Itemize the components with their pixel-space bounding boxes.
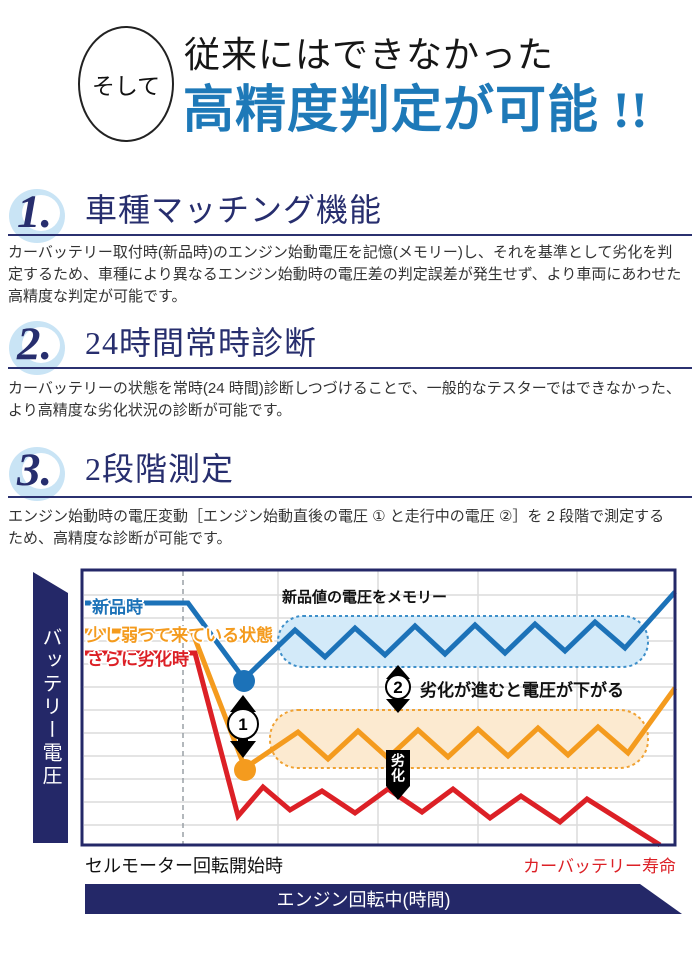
battery-life-end-label: カーバッテリー寿命 [523, 857, 676, 876]
section2-number-circle [9, 321, 65, 375]
deterioration-label: 劣化 [386, 750, 410, 786]
section3-rule [8, 496, 692, 498]
section2-body-line2: より高精度な劣化状況の診断が可能です。 [8, 402, 292, 419]
section1-body-line3: 高精度な判定が可能です。 [8, 288, 187, 305]
section2-body-line1: カーバッテリーの状態を常時(24 時間)診断しつづけることで、一般的なテスターで… [8, 380, 681, 397]
x-axis-bar [85, 884, 682, 914]
marker-1-circle [227, 708, 259, 740]
section1-number: 1. [17, 186, 53, 238]
deterioration-arrowhead [386, 786, 410, 800]
section2-number: 2. [17, 318, 53, 370]
section3-body-line2: ため、高精度な診断が可能です。 [8, 530, 232, 547]
new-voltage-band [277, 615, 649, 668]
series-line [85, 650, 662, 848]
annotation2-text: 劣化が進むと電圧が下がる [420, 681, 624, 700]
section3-number: 3. [17, 444, 53, 496]
section3-number-circle [9, 447, 65, 501]
section3-body-line1: エンジン始動時の電圧変動［エンジン始動直後の電圧 ① と走行中の電圧 ②］を 2… [8, 508, 665, 525]
chart-canvas: 12 [33, 568, 682, 914]
hero-title-line1: 従来にはできなかった [184, 35, 555, 75]
legend-deteriorated: さらに劣化時 [87, 650, 189, 669]
section1-body-line2: 定するため、車種により異なるエンジン始動時の電圧差の判定誤差が発生せず、より車両… [8, 266, 682, 283]
voltage-1-new-dot [233, 670, 255, 692]
section2-heading: 24時間常時診断 [85, 325, 318, 361]
legend-new-battery: 新品時 [92, 598, 143, 617]
section1-rule [8, 234, 692, 236]
soshite-badge-text: そして [91, 74, 161, 99]
series-line [85, 628, 678, 772]
soshite-badge-circle: そして [78, 26, 174, 142]
weak-voltage-band [269, 709, 649, 769]
hero-title-line2: 高精度判定が可能 !! [183, 83, 649, 139]
marker-2-label: 2 [393, 678, 402, 697]
plot-border [80, 568, 677, 847]
y-axis-banner [33, 572, 68, 843]
marker-1-label: 1 [238, 715, 247, 734]
section1-body-line1: カーバッテリー取付時(新品時)のエンジン始動電圧を記憶(メモリー)し、それを基準… [8, 244, 673, 261]
legend-weakened: 少し弱って来ている状態 [87, 626, 274, 645]
section2-rule [8, 367, 692, 369]
y-axis-label: バッテリー電圧 [39, 627, 61, 788]
x-axis-label: エンジン回転中(時間) [276, 890, 451, 910]
series-line [85, 590, 677, 683]
crank-start-label: セルモーター回転開始時 [85, 856, 283, 876]
voltage-1-weak-dot [234, 759, 256, 781]
marker-2-circle [385, 674, 411, 700]
section3-heading: 2段階測定 [85, 451, 235, 487]
section1-heading: 車種マッチング機能 [85, 192, 383, 228]
memory-note: 新品値の電圧をメモリー [282, 589, 448, 606]
